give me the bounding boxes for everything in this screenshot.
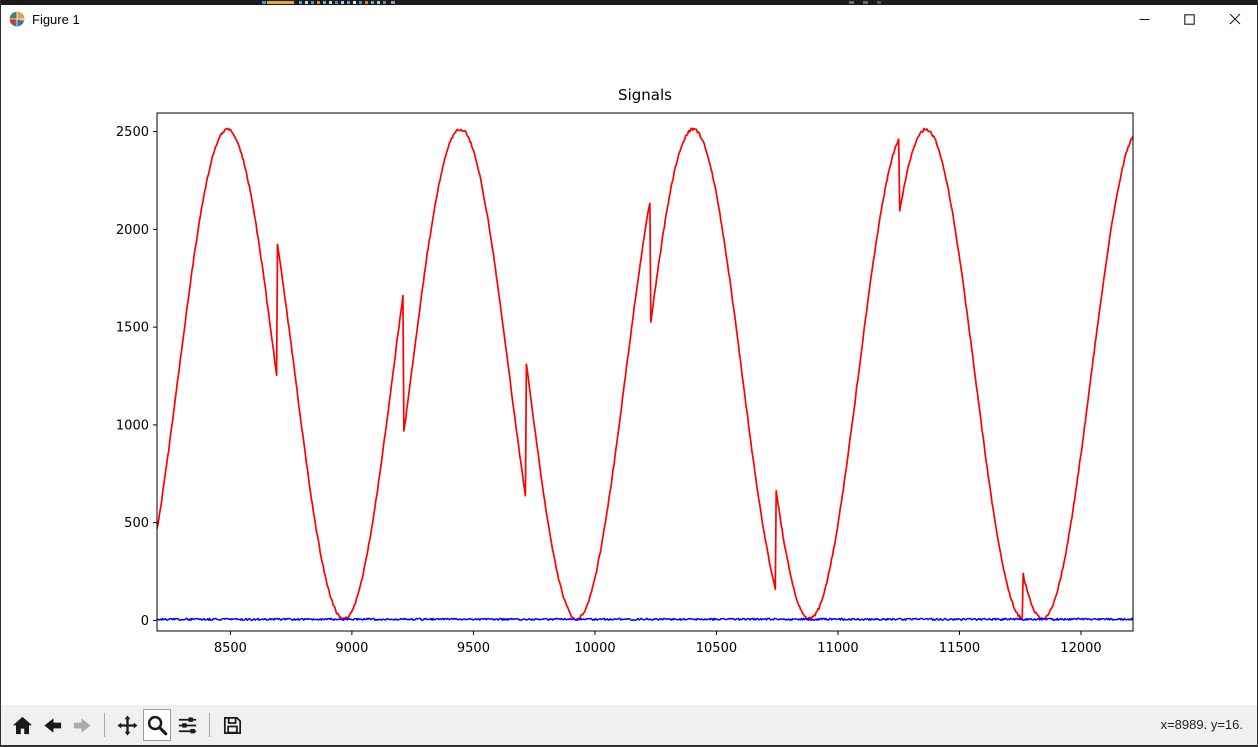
background-peek-pixel: [311, 1, 314, 4]
background-peek-pixel: [299, 1, 302, 4]
home-button[interactable]: [8, 709, 36, 741]
pan-icon: [116, 714, 138, 736]
background-peek-pixel: [863, 1, 868, 4]
signals-plot[interactable]: 8500 9000 9500 10000 10500 11000 11500 12000 0 50…: [1, 33, 1257, 705]
red-signal-line: [157, 127, 1133, 622]
maximize-icon: [1184, 13, 1195, 25]
save-button[interactable]: [218, 709, 246, 741]
background-peek-pixel: [317, 1, 320, 4]
background-peek-pixel: [391, 1, 395, 4]
background-peek-pixel: [849, 1, 854, 4]
x-tick-label: 9500: [457, 641, 490, 656]
close-icon: [1229, 13, 1240, 25]
pan-button[interactable]: [113, 709, 141, 741]
figure-canvas[interactable]: 8500 9000 9500 10000 10500 11000 11500 12000 0 50…: [1, 33, 1257, 705]
background-peek-pixel: [365, 1, 368, 4]
minimize-icon: [1139, 18, 1150, 20]
plot-frame: [156, 112, 1134, 632]
background-peek-pixel: [359, 1, 362, 4]
x-tick-label: 10000: [574, 641, 615, 656]
x-tick-label: 10500: [696, 641, 737, 656]
x-tick-label: 12000: [1060, 641, 1101, 656]
window-controls: [1122, 5, 1257, 33]
titlebar[interactable]: Figure 1: [1, 5, 1257, 33]
toolbar-separator: [209, 713, 210, 737]
background-peek-pixel: [371, 1, 374, 4]
background-window-peek: [1, 0, 1257, 5]
matplotlib-icon: [9, 11, 25, 27]
maximize-button[interactable]: [1167, 5, 1212, 33]
x-tick-label: 11500: [939, 641, 980, 656]
cursor-position-readout: x=8989. y=16.: [1160, 717, 1243, 732]
background-peek-pixel: [329, 1, 332, 4]
minimize-button[interactable]: [1122, 5, 1167, 33]
y-tick-label: 500: [124, 516, 149, 531]
home-icon: [12, 716, 32, 734]
subplots-icon: [178, 716, 196, 733]
forward-icon: [73, 717, 91, 733]
background-peek-pixel: [341, 1, 344, 4]
background-peek-pixel: [353, 1, 356, 4]
background-peek-pixel: [323, 1, 326, 4]
plot-lines: [157, 127, 1133, 622]
background-peek-pixel: [877, 1, 881, 4]
close-button[interactable]: [1212, 5, 1257, 33]
x-tick-label: 11000: [817, 641, 858, 656]
x-tick-label: 9000: [335, 641, 368, 656]
forward-button: [68, 709, 96, 741]
save-icon: [223, 716, 241, 734]
navigation-toolbar: x=8989. y=16.: [1, 705, 1257, 745]
chart-title: Signals: [618, 86, 672, 104]
back-icon: [43, 717, 61, 733]
x-tick-label: 8500: [214, 641, 247, 656]
zoom-button[interactable]: [143, 709, 171, 741]
blue-signal-line: [157, 617, 1133, 621]
toolbar-separator: [104, 713, 105, 737]
background-peek-pixel: [305, 1, 308, 4]
background-peek-pixel: [335, 1, 338, 4]
window-title: Figure 1: [32, 11, 80, 27]
background-peek-pixel: [347, 1, 350, 4]
y-tick-label: 2000: [116, 223, 149, 238]
zoom-icon: [147, 715, 167, 735]
background-peek-pixel: [383, 1, 386, 4]
background-peek-pixel: [262, 1, 266, 4]
back-button[interactable]: [38, 709, 66, 741]
y-tick-label: 1500: [116, 321, 149, 336]
background-peek-pixel: [267, 1, 294, 4]
y-tick-label: 1000: [116, 418, 149, 433]
y-tick-label: 2500: [116, 125, 149, 140]
background-peek-pixel: [377, 1, 380, 4]
configure-subplots-button[interactable]: [173, 709, 201, 741]
y-tick-label: 0: [141, 614, 149, 629]
